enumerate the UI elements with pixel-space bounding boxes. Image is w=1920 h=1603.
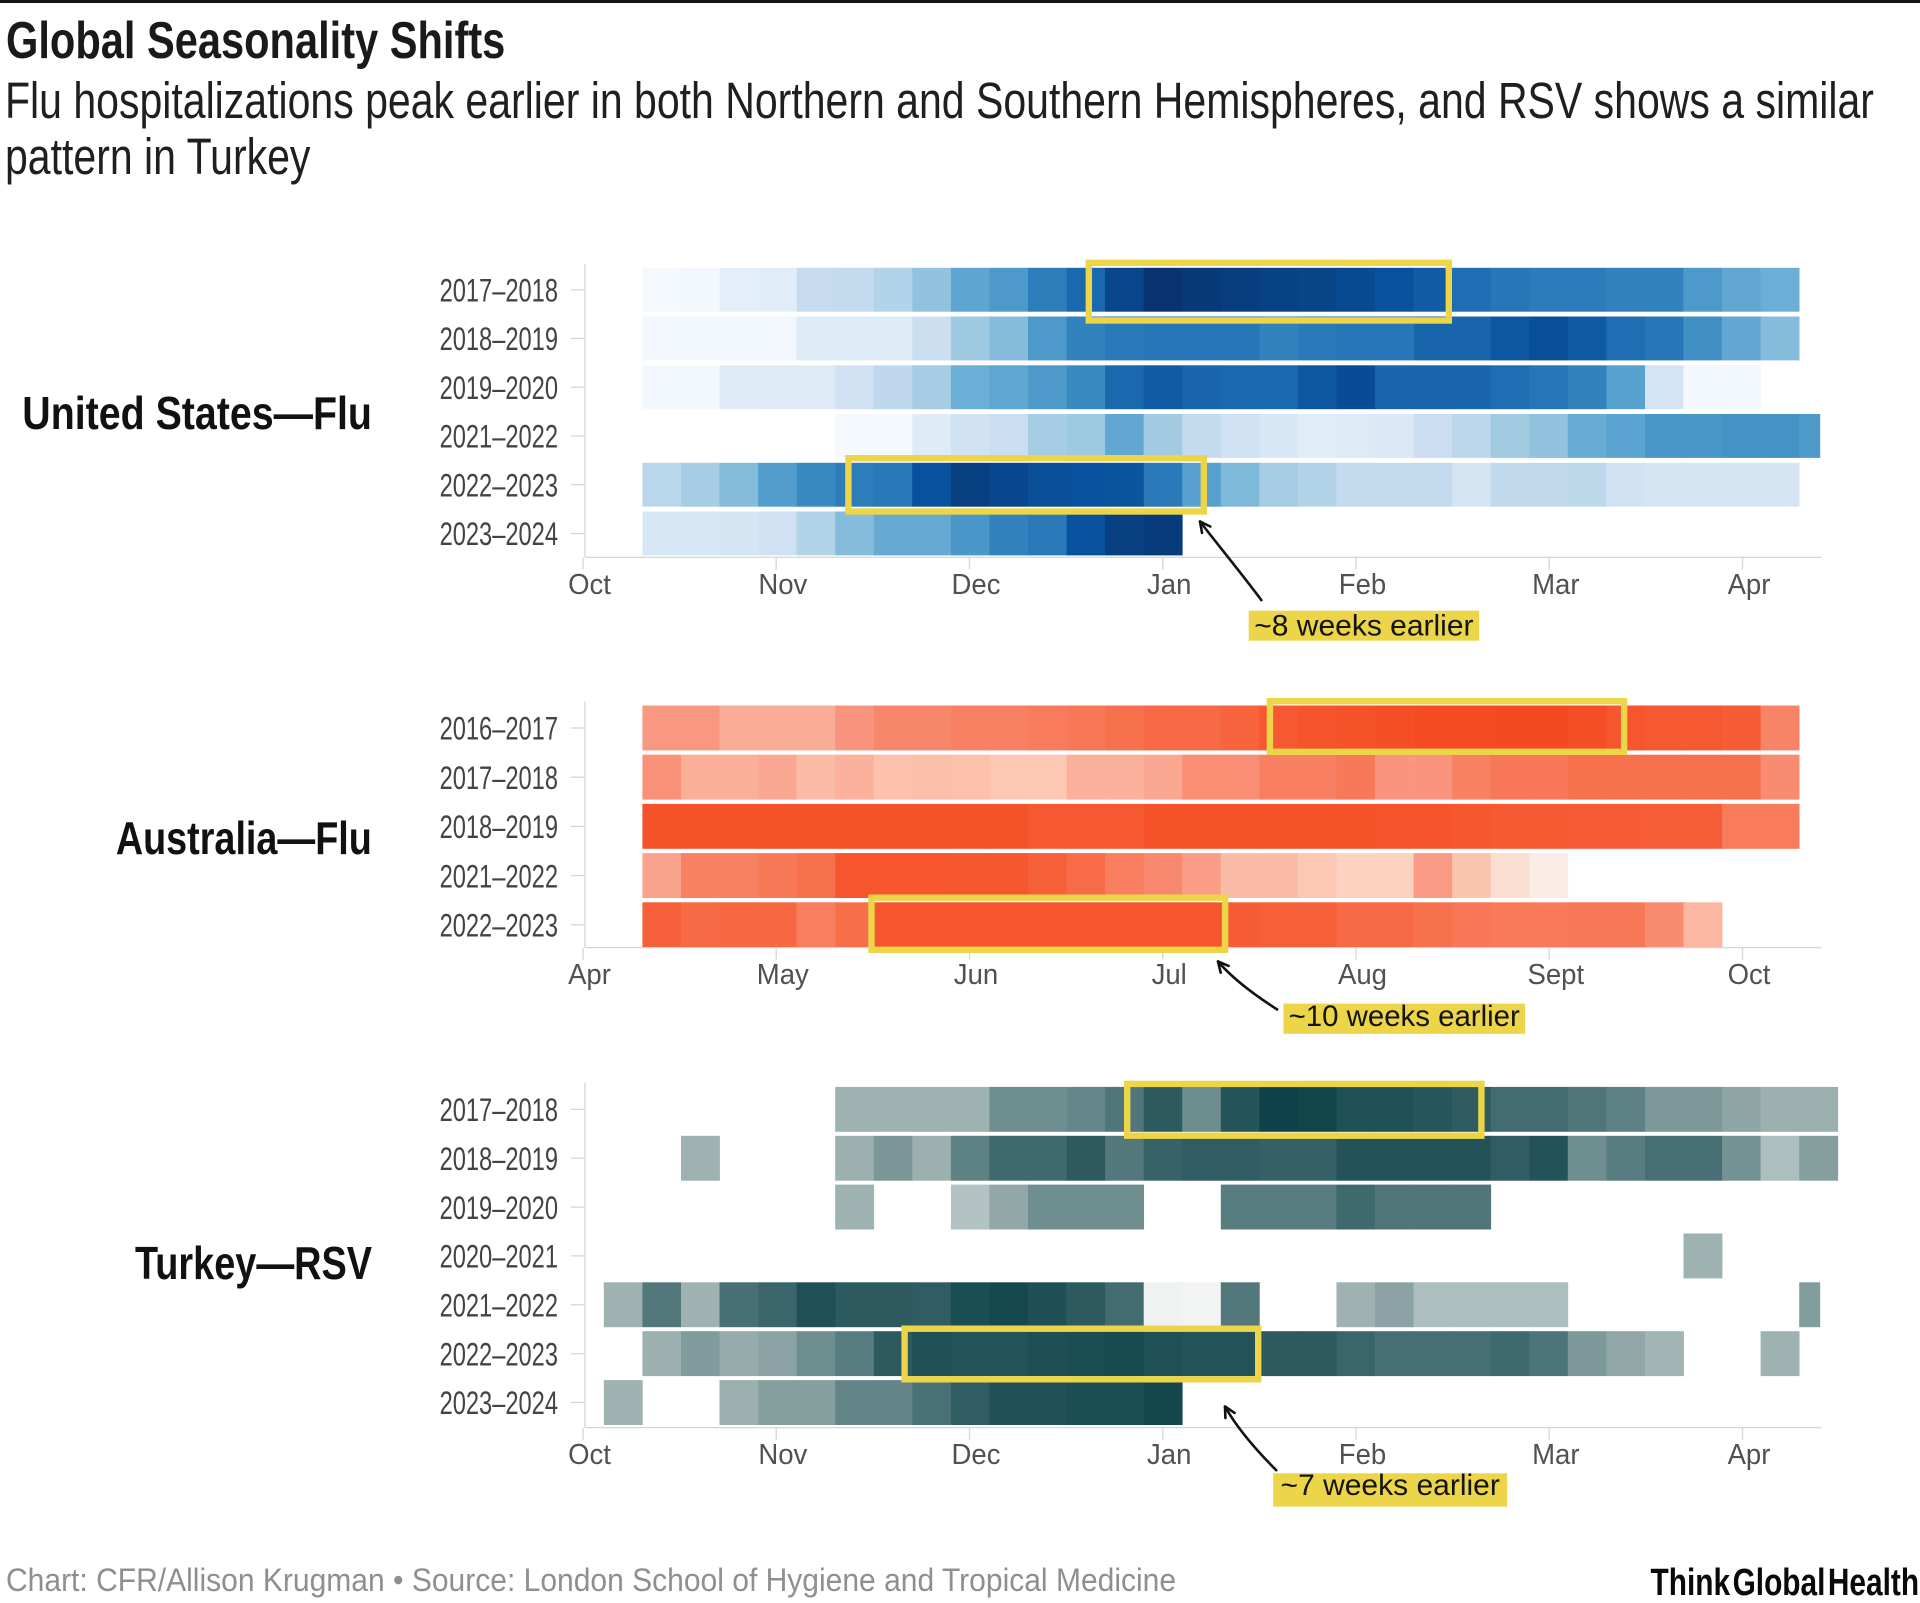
- svg-text:Jan: Jan: [1147, 1437, 1191, 1470]
- svg-text:2017–2018: 2017–2018: [440, 760, 558, 795]
- svg-text:2022–2023: 2022–2023: [440, 1337, 558, 1372]
- svg-text:Dec: Dec: [952, 567, 1001, 600]
- svg-text:Oct: Oct: [1728, 957, 1771, 990]
- svg-text:Jan: Jan: [1147, 567, 1191, 600]
- svg-text:Feb: Feb: [1339, 567, 1386, 600]
- svg-text:2018–2019: 2018–2019: [440, 810, 558, 845]
- svg-text:~7 weeks earlier: ~7 weeks earlier: [1281, 1469, 1500, 1502]
- svg-text:2021–2022: 2021–2022: [440, 419, 558, 454]
- svg-text:May: May: [757, 957, 810, 990]
- svg-text:Sept: Sept: [1527, 957, 1584, 990]
- svg-text:Aug: Aug: [1338, 957, 1387, 990]
- svg-text:2022–2023: 2022–2023: [440, 468, 558, 503]
- svg-text:2018–2019: 2018–2019: [440, 322, 558, 357]
- svg-text:2017–2018: 2017–2018: [440, 1093, 558, 1128]
- svg-text:Oct: Oct: [568, 567, 611, 600]
- svg-text:Apr: Apr: [568, 957, 611, 990]
- svg-text:Nov: Nov: [758, 1437, 808, 1470]
- svg-text:Oct: Oct: [568, 1437, 611, 1470]
- svg-text:Nov: Nov: [758, 567, 808, 600]
- svg-text:Feb: Feb: [1339, 1437, 1386, 1470]
- svg-text:2019–2020: 2019–2020: [440, 370, 558, 405]
- svg-text:2017–2018: 2017–2018: [440, 273, 558, 308]
- svg-text:2019–2020: 2019–2020: [440, 1190, 558, 1225]
- svg-text:Apr: Apr: [1728, 567, 1771, 600]
- svg-text:Mar: Mar: [1532, 567, 1579, 600]
- svg-text:2021–2022: 2021–2022: [440, 859, 558, 894]
- svg-text:Apr: Apr: [1728, 1437, 1771, 1470]
- svg-text:2016–2017: 2016–2017: [440, 711, 558, 746]
- svg-text:2020–2021: 2020–2021: [440, 1239, 558, 1274]
- svg-text:2018–2019: 2018–2019: [440, 1141, 558, 1176]
- svg-text:2023–2024: 2023–2024: [440, 1386, 558, 1421]
- svg-text:2023–2024: 2023–2024: [440, 517, 558, 552]
- svg-text:2022–2023: 2022–2023: [440, 908, 558, 943]
- svg-text:Mar: Mar: [1532, 1437, 1579, 1470]
- svg-text:Jun: Jun: [954, 957, 998, 990]
- svg-text:~10 weeks earlier: ~10 weeks earlier: [1289, 1000, 1520, 1033]
- svg-text:Jul: Jul: [1152, 957, 1187, 990]
- svg-text:~8 weeks earlier: ~8 weeks earlier: [1254, 610, 1473, 643]
- svg-text:Dec: Dec: [952, 1437, 1001, 1470]
- svg-text:2021–2022: 2021–2022: [440, 1288, 558, 1323]
